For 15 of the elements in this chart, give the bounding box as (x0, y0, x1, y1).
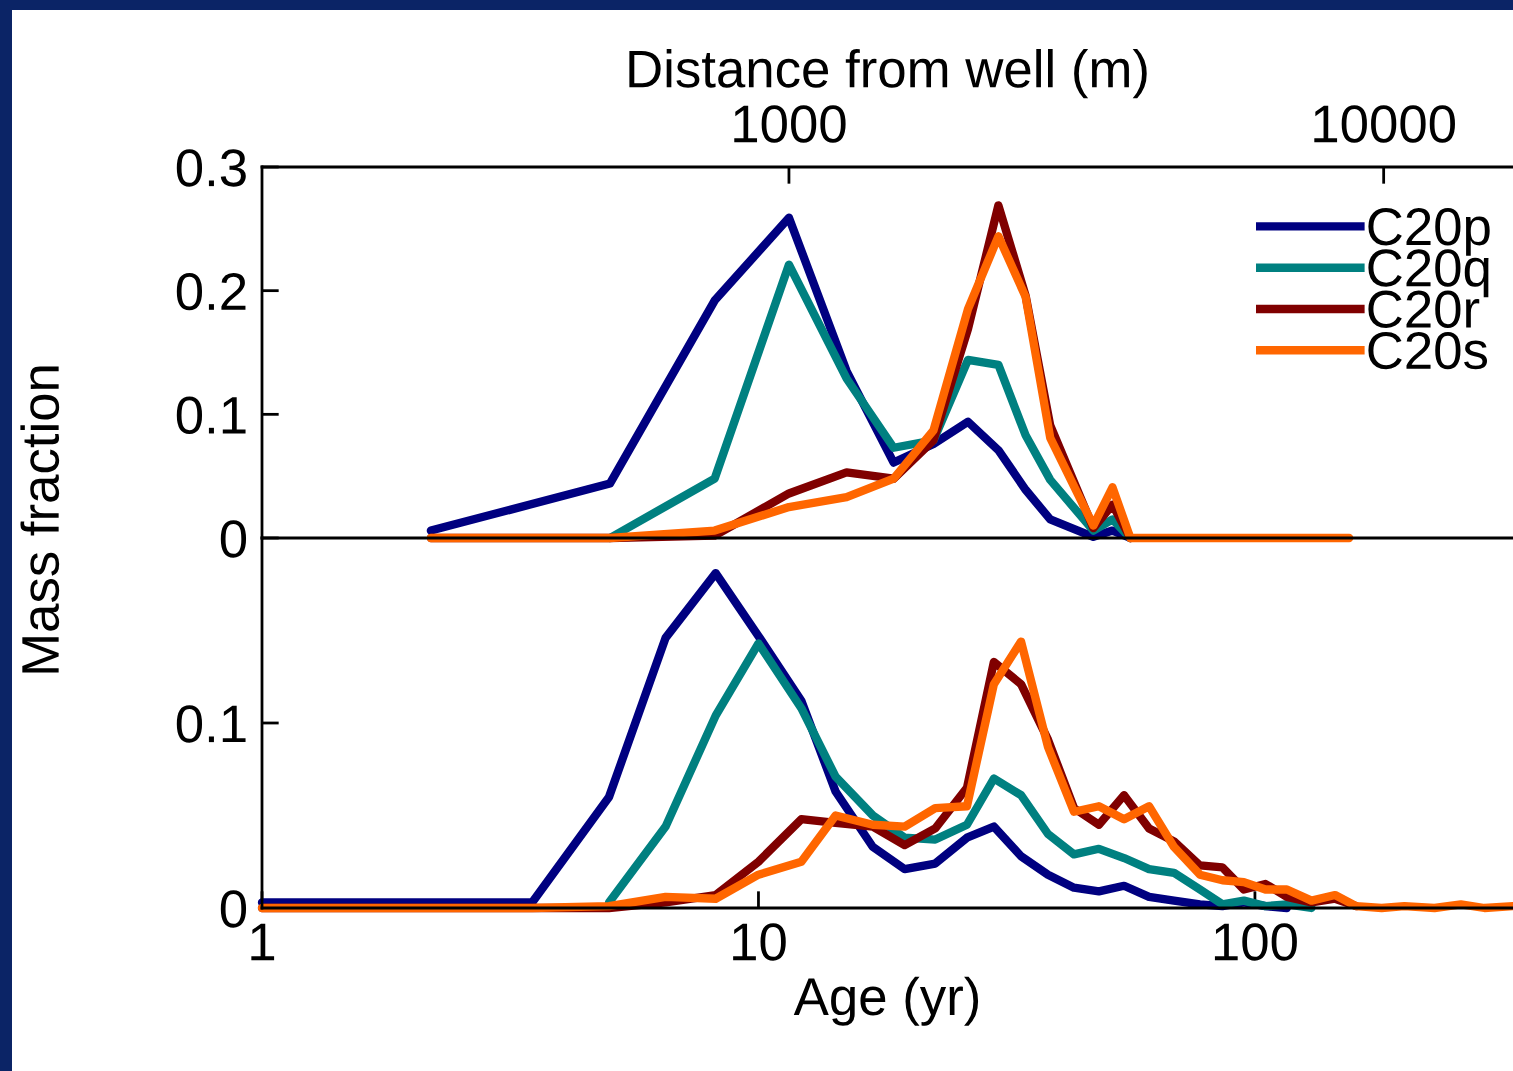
x-tick-label: 10 (733, 923, 786, 961)
legend-label: C20s (1368, 331, 1488, 370)
x-tick-label: 100 (1214, 923, 1297, 961)
x-tick-label: 10000 (1314, 105, 1455, 143)
y-tick-label: 0.2 (176, 272, 246, 311)
x-axis-title: Age (yr) (793, 976, 979, 1026)
x-axis-title: Distance from well (m) (629, 49, 1147, 99)
y-axis-title: Mass fraction (20, 366, 60, 673)
y-tick-label: 0 (220, 890, 247, 928)
y-tick-label: 0.1 (176, 396, 246, 434)
x-tick-label: 1000 (734, 105, 846, 143)
y-tick-label: 0.3 (176, 149, 246, 187)
x-tick-label: 1 (251, 923, 275, 961)
y-tick-label: 0 (220, 520, 247, 558)
y-tick-label: 0.1 (176, 705, 246, 743)
